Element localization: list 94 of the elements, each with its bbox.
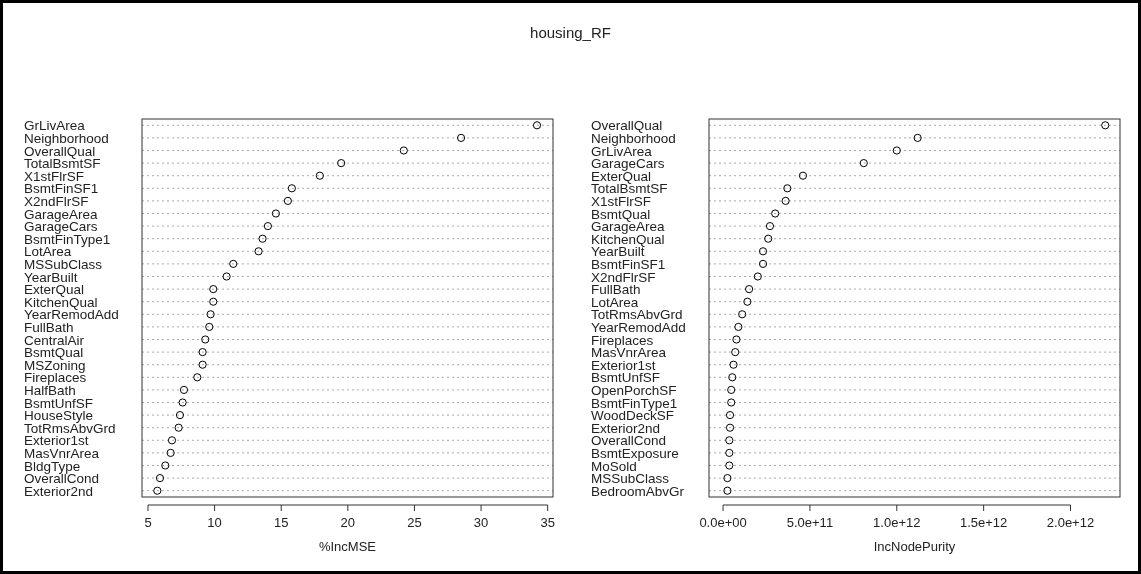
point — [337, 159, 346, 168]
x-tick-label: 1.5e+12 — [959, 515, 1008, 530]
x-tick-label: 15 — [273, 515, 289, 530]
y-tick-label: TotRmsAbvGrd — [591, 307, 683, 323]
x-tick-label: 25 — [407, 515, 422, 530]
y-tick-label: GrLivArea — [24, 118, 86, 134]
x-axis-title: IncNodePurity — [873, 539, 956, 554]
point — [155, 474, 165, 483]
point — [174, 423, 183, 432]
y-tick-label: Exterior1st — [591, 357, 656, 373]
point — [161, 461, 170, 470]
x-tick-label: 35 — [540, 515, 555, 530]
point — [734, 322, 743, 331]
point — [728, 373, 737, 382]
x-tick-label: 2.0e+12 — [1046, 515, 1095, 530]
point — [725, 423, 735, 432]
point — [727, 398, 736, 407]
point — [798, 171, 808, 180]
point — [258, 234, 267, 243]
y-tick-label: BsmtQual — [24, 345, 84, 361]
point — [781, 196, 790, 205]
x-tick-label: 20 — [340, 515, 356, 530]
point — [271, 209, 280, 218]
y-tick-label: X1stFlrSF — [24, 168, 85, 184]
point — [892, 146, 901, 155]
point — [178, 398, 187, 407]
point — [532, 121, 542, 130]
point — [758, 259, 768, 268]
point — [263, 222, 272, 231]
point — [745, 285, 754, 294]
point — [765, 222, 775, 231]
point — [209, 297, 218, 306]
point — [175, 411, 185, 420]
x-tick-label: 1.0e+12 — [873, 515, 921, 530]
point — [725, 448, 734, 457]
point — [783, 184, 792, 193]
y-tick-label: OverallQual — [591, 118, 663, 134]
point — [287, 184, 296, 193]
y-tick-label: OpenPorchSF — [591, 383, 677, 399]
point — [725, 436, 734, 445]
y-tick-label: LotArea — [24, 244, 72, 260]
point — [913, 133, 922, 142]
point — [732, 335, 741, 344]
y-tick-label: GarageCars — [591, 156, 665, 172]
y-tick-label: BsmtUnfSF — [591, 370, 661, 386]
point — [723, 486, 732, 495]
point — [456, 133, 466, 142]
y-tick-label: Exterior2nd — [24, 483, 94, 499]
y-tick-label: OverallCond — [591, 433, 667, 449]
x-tick-label: 0.0e+00 — [699, 515, 747, 530]
point — [201, 335, 210, 344]
y-tick-label: Neighborhood — [24, 131, 109, 147]
point — [283, 196, 292, 205]
y-tick-label: BsmtUnfSF — [24, 395, 94, 411]
point — [738, 310, 747, 319]
point — [153, 486, 162, 495]
y-tick-label: BsmtFinSF1 — [24, 181, 99, 197]
point — [743, 297, 752, 306]
point — [723, 474, 732, 483]
x-axis-title: %IncMSE — [318, 539, 377, 554]
point — [315, 171, 324, 180]
point — [764, 234, 773, 243]
point — [731, 348, 740, 357]
point — [229, 259, 238, 268]
point — [727, 385, 736, 394]
point — [1101, 121, 1110, 130]
point — [758, 247, 768, 256]
x-tick-label: 30 — [473, 515, 489, 530]
y-tick-label: ExterQual — [24, 282, 85, 298]
point — [753, 272, 762, 281]
point — [198, 348, 207, 357]
point — [205, 322, 214, 331]
point — [859, 159, 868, 168]
point — [399, 146, 408, 155]
point — [254, 247, 263, 256]
point — [725, 461, 734, 470]
x-tick-label: 10 — [207, 515, 222, 530]
y-tick-label: Exterior2nd — [591, 420, 661, 436]
point — [179, 385, 189, 394]
y-tick-label: HouseStyle — [24, 408, 94, 424]
point — [166, 448, 175, 457]
point — [771, 209, 780, 218]
point — [725, 411, 735, 420]
x-tick-label: 5 — [144, 515, 152, 530]
point — [167, 436, 177, 445]
point — [729, 360, 738, 369]
point — [193, 373, 202, 382]
y-tick-label: Exterior1st — [24, 433, 89, 449]
point — [209, 285, 218, 294]
x-tick-label: 5.0e+11 — [786, 515, 834, 530]
point — [198, 360, 207, 369]
chart-title: housing_RF — [530, 24, 611, 41]
point — [222, 272, 231, 281]
point — [206, 310, 215, 319]
